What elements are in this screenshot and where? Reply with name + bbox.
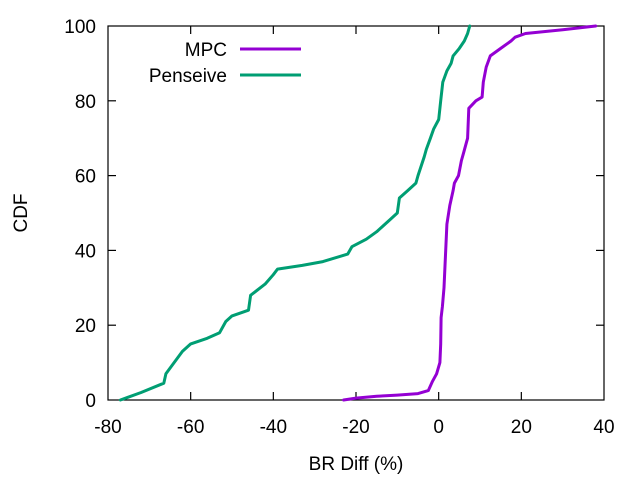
y-axis-title: CDF (11, 193, 32, 232)
y-tick-label: 0 (85, 391, 96, 412)
legend: MPC Penseive (149, 40, 301, 87)
x-tick-label: -20 (342, 417, 369, 438)
y-tick-label: 80 (75, 92, 96, 113)
series-lines (118, 24, 598, 402)
y-tick-label: 20 (75, 316, 96, 337)
legend-label-mpc: MPC (185, 40, 227, 61)
series-line-penseive (118, 24, 472, 402)
x-tick-label: -60 (177, 417, 204, 438)
x-tick-label: -40 (260, 417, 287, 438)
y-tick-label: 40 (75, 241, 96, 262)
series-line-mpc (342, 24, 598, 402)
axis-ticks: -80 -60 -40 -20 0 20 40 0 20 40 60 80 100 (64, 17, 614, 438)
x-tick-label: 40 (593, 417, 614, 438)
x-tick-label: -80 (94, 417, 121, 438)
x-tick-label: 20 (511, 417, 532, 438)
y-tick-label: 100 (64, 17, 96, 38)
x-tick-label: 0 (433, 417, 444, 438)
y-tick-label: 60 (75, 167, 96, 188)
x-axis-title: BR Diff (%) (309, 454, 404, 475)
legend-label-penseive: Penseive (149, 66, 227, 87)
